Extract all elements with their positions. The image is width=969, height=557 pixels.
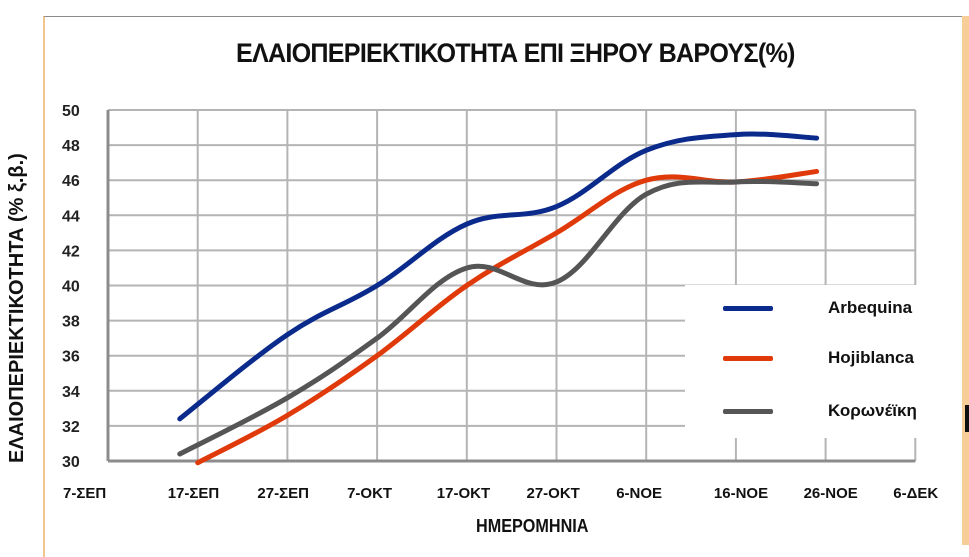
x-tick-label: 27-ΣΕΠ xyxy=(257,485,309,502)
chart-frame xyxy=(43,16,965,557)
x-tick-label: 26-ΝΟΕ xyxy=(804,485,858,502)
legend-swatch-arbequina xyxy=(723,305,773,311)
series-line-arbequina xyxy=(177,131,820,422)
legend-item-arbequina: Arbequina xyxy=(723,293,969,323)
legend-label: Hojiblanca xyxy=(828,348,914,367)
x-tick-label: 27-ΟΚΤ xyxy=(527,485,580,502)
y-tick-labels: 50 48 46 44 42 40 38 36 34 32 30 xyxy=(62,103,80,471)
y-tick-label: 42 xyxy=(62,243,80,260)
x-tick-label: 6-ΔΕΚ xyxy=(893,485,938,502)
legend-swatch-koroneiki xyxy=(723,408,773,414)
legend-label: Arbequina xyxy=(828,298,913,317)
y-tick-label: 48 xyxy=(62,138,80,155)
y-tick-label: 46 xyxy=(62,173,80,190)
legend-item-hojiblanca: Hojiblanca xyxy=(723,343,969,373)
x-tick-label: 16-ΝΟΕ xyxy=(714,485,768,502)
legend-label: Κορωνέϊκη xyxy=(828,401,917,420)
x-tick-label: 6-ΝΟΕ xyxy=(616,485,662,502)
y-tick-label: 50 xyxy=(62,103,80,120)
y-tick-label: 44 xyxy=(62,208,80,225)
x-tick-label: 17-ΣΕΠ xyxy=(168,485,220,502)
y-tick-label: 40 xyxy=(62,279,80,296)
x-tick-label: 7-ΟΚΤ xyxy=(347,485,392,502)
y-tick-label: 34 xyxy=(62,384,80,401)
y-tick-label: 32 xyxy=(62,419,80,436)
x-tick-label: 7-ΣΕΠ xyxy=(63,485,106,502)
legend-swatch-hojiblanca xyxy=(723,355,773,361)
plot-area: 50 48 46 44 42 40 38 36 34 32 30 7-ΣΕΠ 17-ΣΕΠ 27-ΣΕΠ… xyxy=(62,103,938,502)
y-tick-label: 30 xyxy=(62,454,80,471)
series-line-κορωνέϊκη xyxy=(177,178,820,457)
right-edge-strip xyxy=(962,16,969,545)
chart-title: ΕΛΑΙΟΠΕΡΙΕΚΤΙΚΟΤΗΤΑ ΕΠΙ ΞΗΡΟΥ ΒΑΡΟΥΣ(%) xyxy=(236,38,795,68)
x-tick-labels: 7-ΣΕΠ 17-ΣΕΠ 27-ΣΕΠ 7-ΟΚΤ 17-ΟΚΤ 27-ΟΚΤ 6-ΝΟΕ 1… xyxy=(63,485,938,502)
data-series xyxy=(177,131,820,466)
x-axis-label: ΗΜΕΡΟΜΗΝΙΑ xyxy=(476,516,589,536)
legend: Arbequina Hojiblanca Κορωνέϊκη xyxy=(685,285,917,438)
x-tick-label: 17-ΟΚΤ xyxy=(437,485,490,502)
y-tick-label: 38 xyxy=(62,314,80,331)
text-cursor-mark xyxy=(965,405,969,432)
legend-item-koroneiki: Κορωνέϊκη xyxy=(723,396,969,426)
y-tick-label: 36 xyxy=(62,349,80,366)
